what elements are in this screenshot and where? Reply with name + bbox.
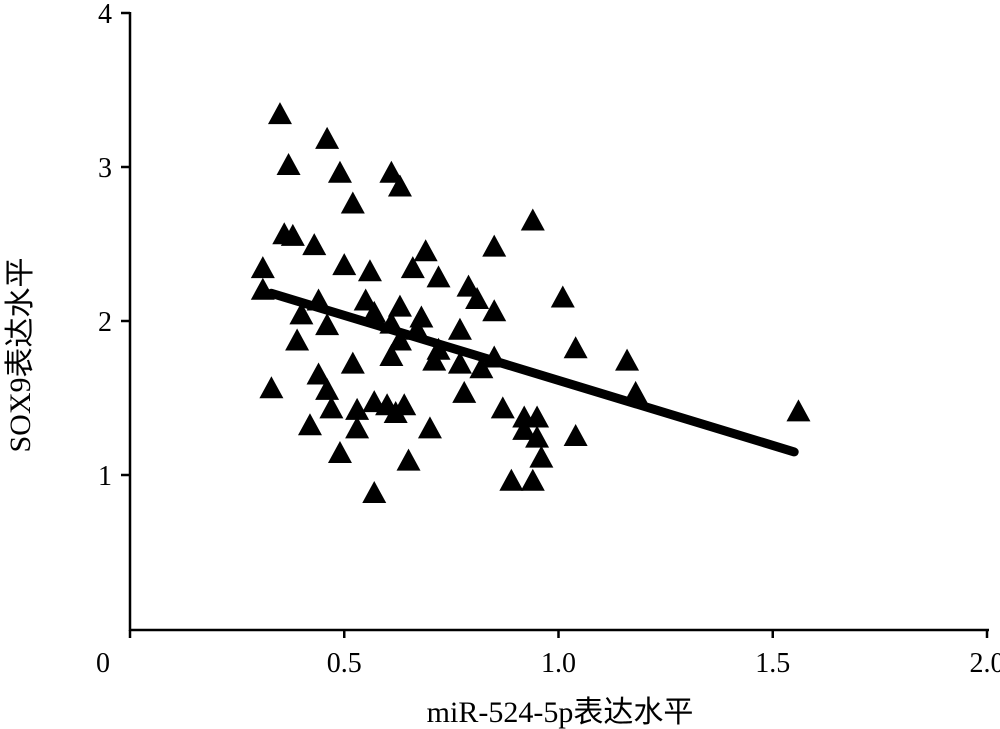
data-point (379, 160, 404, 183)
data-point (563, 424, 588, 447)
data-point (327, 160, 352, 183)
data-point (315, 313, 340, 336)
data-point (396, 448, 421, 471)
x-tick-label: 0.5 (327, 648, 362, 679)
data-point (520, 208, 545, 231)
x-tick-label: 1.5 (755, 648, 790, 679)
data-point (469, 356, 494, 379)
data-point (302, 233, 327, 256)
data-point (413, 239, 438, 262)
data-point (315, 126, 340, 149)
fit-line-group (266, 288, 799, 457)
data-point (447, 351, 472, 374)
data-point (259, 376, 284, 399)
data-point (447, 317, 472, 340)
data-point (345, 416, 370, 439)
data-point (280, 223, 305, 246)
data-point (417, 416, 442, 439)
data-point (550, 285, 575, 308)
data-point (512, 417, 537, 440)
data-point (362, 481, 387, 504)
data-point (340, 351, 365, 374)
data-point (422, 348, 447, 371)
data-point (345, 397, 370, 420)
x-tick-label: 2.0 (970, 648, 1000, 679)
data-point (452, 380, 477, 403)
y-tick-label: 3 (98, 153, 112, 184)
data-point (392, 393, 417, 416)
data-point (465, 286, 490, 309)
data-point (319, 396, 344, 419)
data-point (482, 299, 507, 322)
data-point (387, 294, 412, 317)
data-point (276, 153, 301, 175)
data-point (400, 256, 425, 279)
data-point (297, 413, 322, 436)
data-point (490, 396, 515, 419)
data-point (357, 259, 382, 282)
data-point (456, 274, 481, 297)
x-tick-label: 1.0 (541, 648, 576, 679)
data-point (482, 234, 507, 257)
data-point (306, 362, 331, 385)
data-point (786, 399, 811, 422)
y-tick-label: 2 (98, 307, 112, 338)
data-point (529, 445, 554, 468)
data-point (250, 256, 275, 279)
data-point (332, 253, 357, 276)
data-points (250, 102, 811, 504)
data-point (563, 336, 588, 359)
data-point (289, 302, 314, 325)
data-point (387, 328, 412, 351)
data-point (379, 343, 404, 366)
data-point (340, 191, 365, 214)
data-point (285, 328, 310, 351)
x-axis-label: miR-524-5p表达水平 (427, 696, 694, 729)
y-tick-label: 1 (98, 461, 112, 492)
data-point (362, 300, 387, 323)
data-point (353, 288, 378, 311)
y-axis-label: SOX9表达水平 (4, 257, 37, 452)
data-point (315, 377, 340, 400)
data-point (615, 348, 640, 371)
regression-line (266, 288, 799, 457)
data-point (520, 468, 545, 491)
data-point (499, 468, 524, 491)
y-tick-label: 4 (98, 0, 112, 30)
data-point (327, 440, 352, 463)
data-point (267, 102, 292, 125)
origin-label: 0 (96, 648, 110, 679)
axes (128, 12, 989, 632)
data-point (525, 405, 550, 428)
data-point (525, 425, 550, 448)
data-point (409, 305, 434, 328)
data-point (426, 265, 451, 288)
data-point (387, 174, 412, 197)
